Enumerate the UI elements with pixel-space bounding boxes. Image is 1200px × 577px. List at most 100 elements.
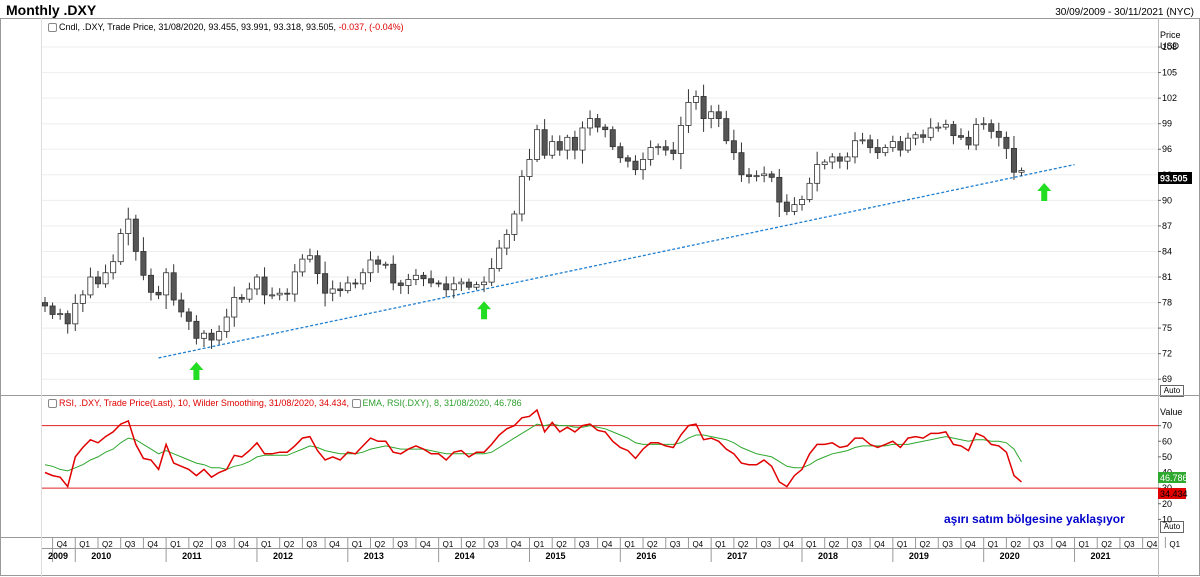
candle [859,132,866,145]
candle [140,237,147,281]
candle-body-down [155,291,162,296]
candle [920,129,927,144]
candle-body-up [882,147,889,154]
candle-body-down [314,255,321,275]
date-range: 30/09/2009 - 30/11/2021 (NYC) [1055,7,1194,18]
candle [897,135,904,157]
candle-body-up [473,284,480,288]
candle-body-down [132,218,139,252]
candle-body-up [693,96,700,103]
price-grid [42,46,1158,380]
candle [110,254,117,280]
quarter-label: Q2 [102,540,113,549]
candle-body-down [322,273,329,294]
candle-body-up [844,156,851,162]
candle [624,155,631,168]
quarter-label: Q4 [692,540,703,549]
candle [352,278,359,289]
candle-body-up [299,258,306,273]
candle-body-up [488,268,495,283]
candle [889,135,896,152]
candle [269,287,276,300]
candle-body-up [889,141,896,148]
candle [670,141,677,161]
price-tick-label: 96 [1162,144,1172,154]
legend-toggle-icon[interactable] [351,399,361,409]
quarter-label: Q4 [238,540,249,549]
candle-body-down [170,272,177,301]
trendline [158,163,1075,359]
candle-body-up [125,218,132,234]
candle-body-down [428,278,435,284]
candle [481,276,488,293]
candle-body-down [867,139,874,148]
quarter-label: Q3 [579,540,590,549]
candle [708,105,715,129]
year-label: 2010 [91,551,111,561]
price-auto-button[interactable]: Auto [1160,385,1184,397]
candles [42,84,1025,349]
quarter-label: Q4 [147,540,158,549]
candle-body-up [329,288,336,294]
candle [412,268,419,286]
price-tick-label: 102 [1162,93,1177,103]
candle [314,250,321,285]
candle-body-up [708,111,715,119]
price-axis: 6972757881848790939699102105108 [1158,42,1177,384]
up-arrow-icon [1037,182,1052,201]
arrows [189,182,1052,380]
quarter-label: Q2 [920,540,931,549]
rsi-line [44,408,1022,489]
candle [496,239,503,272]
legend-toggle-icon[interactable] [48,23,57,33]
candle [700,84,707,132]
quarter-label: Q3 [761,540,772,549]
candle-body-down [609,129,616,148]
candle-body-up [640,159,647,171]
candle [238,294,245,303]
quarter-label: Q3 [1124,540,1135,549]
quarter-label: Q1 [715,540,726,549]
quarter-label: Q3 [851,540,862,549]
candle [927,118,934,141]
candle-body-up [276,292,283,296]
quarter-label: Q1 [261,540,272,549]
candle-body-down [700,96,707,119]
candle [465,278,472,291]
rsi-tick-label: 10 [1162,514,1172,524]
quarter-label: Q2 [465,540,476,549]
candle [193,315,200,345]
candle [564,134,571,160]
candle-body-up [306,255,313,260]
candle [912,131,919,146]
candle [284,288,291,302]
rsi-badges: 46.786 34.434 [1158,472,1188,499]
candle [799,195,806,211]
candle [882,144,889,157]
candle-body-down [147,274,154,293]
candle-body-up [405,279,412,286]
candle [94,270,101,289]
quarter-label: Q4 [874,540,885,549]
legend-toggle-icon[interactable] [48,399,57,409]
candle-body-down [783,201,790,212]
price-tick-label: 87 [1162,221,1172,231]
candle-body-down [94,276,101,285]
rsi-auto-button[interactable]: Auto [1160,521,1184,533]
candle-body-down [443,283,450,291]
candle [117,228,124,265]
candle [261,267,268,305]
quarter-label: Q4 [420,540,431,549]
candle [579,121,586,164]
quarter-label: Q3 [125,540,136,549]
quarter-label: Q1 [624,540,635,549]
candle [397,279,404,294]
candle-body-down [208,332,215,341]
candle-body-up [110,261,117,274]
year-label: 2019 [909,551,929,561]
candle [965,130,972,150]
quarter-label: Q4 [602,540,613,549]
candle-body-down [950,124,957,137]
price-tick-label: 69 [1162,374,1172,384]
candle [299,254,306,277]
